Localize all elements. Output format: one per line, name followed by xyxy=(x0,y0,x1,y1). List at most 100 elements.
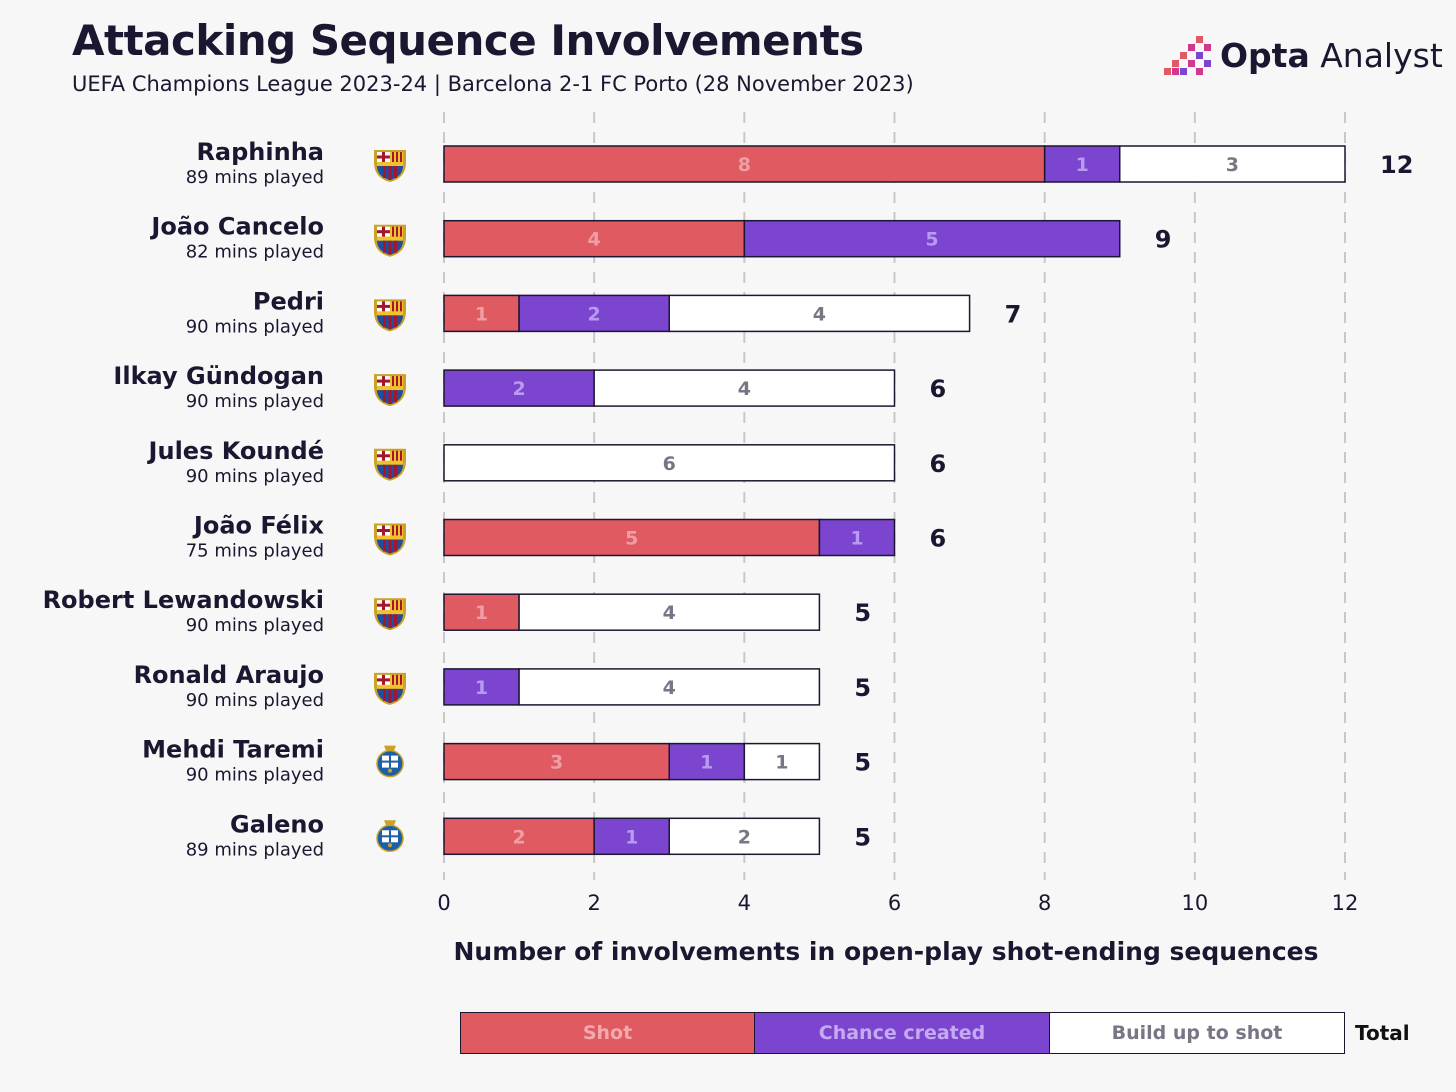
barcelona-crest-icon xyxy=(374,523,406,556)
x-tick-label: 0 xyxy=(437,891,450,915)
x-axis-label: Number of involvements in open-play shot… xyxy=(454,937,1319,966)
player-name: Pedri xyxy=(253,287,324,315)
player-name: Ronald Araujo xyxy=(134,661,324,689)
opta-logo-icon xyxy=(1164,36,1211,75)
bar-chance-created xyxy=(743,219,1121,258)
minutes-played: 75 mins played xyxy=(186,541,324,562)
chart-title: Attacking Sequence Involvements xyxy=(72,16,864,65)
bar-value-label: 4 xyxy=(588,229,601,251)
bar-shot xyxy=(443,294,520,333)
player-name: Robert Lewandowski xyxy=(43,586,324,614)
total-label: 9 xyxy=(1155,226,1172,254)
minutes-played: 89 mins played xyxy=(186,839,324,860)
minutes-played: 90 mins played xyxy=(186,690,324,711)
legend-total: Total xyxy=(1355,1021,1410,1045)
bar-value-label: 2 xyxy=(738,826,751,848)
bar-value-label: 4 xyxy=(663,677,676,699)
bar-chance-created xyxy=(1043,145,1121,183)
player-name: Mehdi Taremi xyxy=(142,736,324,764)
minutes-played: 90 mins played xyxy=(186,765,324,786)
bar-value-label: 1 xyxy=(475,677,488,699)
opta-analyst-logo: Opta Analyst xyxy=(1162,30,1443,90)
bar-value-label: 5 xyxy=(925,229,938,251)
x-tick-label: 4 xyxy=(738,891,751,915)
legend-build-up-to-shot: Build up to shot xyxy=(1050,1012,1345,1054)
bar-shot xyxy=(443,742,670,781)
barcelona-crest-icon xyxy=(374,150,406,182)
bar-value-label: 3 xyxy=(550,752,563,774)
minutes-played: 90 mins played xyxy=(186,615,324,636)
barcelona-crest-icon xyxy=(374,299,406,332)
bar-build-up xyxy=(593,369,896,407)
total-label: 5 xyxy=(854,674,871,702)
legend-shot: Shot xyxy=(460,1012,755,1054)
player-name: João Cancelo xyxy=(149,213,324,241)
barcelona-crest-icon xyxy=(374,224,406,257)
total-label: 6 xyxy=(930,450,947,478)
minutes-played: 82 mins played xyxy=(186,242,324,263)
total-label: 7 xyxy=(1005,300,1022,328)
total-label: 5 xyxy=(854,749,871,777)
bar-chance-created xyxy=(593,817,671,856)
bar-chance-created xyxy=(818,518,896,557)
bar-value-label: 4 xyxy=(663,602,676,624)
bar-chance-created xyxy=(443,668,520,706)
bar-build-up xyxy=(743,742,821,781)
player-name: Jules Koundé xyxy=(147,437,324,465)
minutes-played: 90 mins played xyxy=(186,391,324,412)
player-name: Galeno xyxy=(230,810,324,838)
porto-crest-icon xyxy=(376,745,404,778)
player-name: Ilkay Gündogan xyxy=(113,362,324,390)
barcelona-crest-icon xyxy=(374,598,406,631)
bar-value-label: 1 xyxy=(700,752,713,774)
bar-value-label: 1 xyxy=(625,826,638,848)
bar-chance-created xyxy=(443,369,595,407)
porto-crest-icon xyxy=(376,820,404,853)
bar-value-label: 2 xyxy=(588,303,601,325)
bar-value-label: 6 xyxy=(663,453,676,475)
bar-value-label: 1 xyxy=(475,602,488,624)
barcelona-crest-icon xyxy=(374,374,406,407)
bar-build-up xyxy=(1119,145,1346,183)
minutes-played: 90 mins played xyxy=(186,466,324,487)
bar-value-label: 4 xyxy=(738,378,751,400)
bar-shot xyxy=(443,518,821,557)
opta-analyst-wordmark: Opta Analyst xyxy=(1220,36,1443,75)
bar-build-up xyxy=(518,593,821,631)
bar-build-up xyxy=(443,444,896,482)
bar-value-label: 1 xyxy=(850,528,863,550)
total-label: 6 xyxy=(930,375,947,403)
bar-value-label: 2 xyxy=(512,826,525,848)
bar-value-label: 5 xyxy=(625,528,638,550)
x-tick-label: 8 xyxy=(1038,891,1051,915)
bar-build-up xyxy=(668,294,971,333)
total-label: 12 xyxy=(1380,151,1413,179)
total-label: 5 xyxy=(854,823,871,851)
barcelona-crest-icon xyxy=(374,448,406,481)
chart-subtitle: UEFA Champions League 2023-24 | Barcelon… xyxy=(72,72,914,96)
bar-value-label: 8 xyxy=(738,154,751,176)
x-tick-label: 2 xyxy=(587,891,600,915)
bar-shot xyxy=(443,145,1046,183)
minutes-played: 89 mins played xyxy=(186,167,324,188)
bar-shot xyxy=(443,593,520,631)
bar-value-label: 3 xyxy=(1226,154,1239,176)
x-tick-label: 12 xyxy=(1332,891,1359,915)
bar-value-label: 4 xyxy=(813,303,826,325)
x-tick-label: 10 xyxy=(1181,891,1208,915)
bar-build-up xyxy=(518,668,821,706)
minutes-played: 90 mins played xyxy=(186,316,324,337)
player-name: João Félix xyxy=(192,512,325,540)
barcelona-crest-icon xyxy=(374,672,406,705)
bar-shot xyxy=(443,817,595,856)
total-label: 5 xyxy=(854,599,871,627)
bar-value-label: 2 xyxy=(512,378,525,400)
x-tick-label: 6 xyxy=(888,891,901,915)
bar-build-up xyxy=(668,817,821,856)
bar-shot xyxy=(443,219,746,258)
bar-value-label: 1 xyxy=(475,303,488,325)
bar-value-label: 1 xyxy=(1076,154,1089,176)
legend-chance-created: Chance created xyxy=(755,1012,1050,1054)
total-label: 6 xyxy=(930,525,947,553)
